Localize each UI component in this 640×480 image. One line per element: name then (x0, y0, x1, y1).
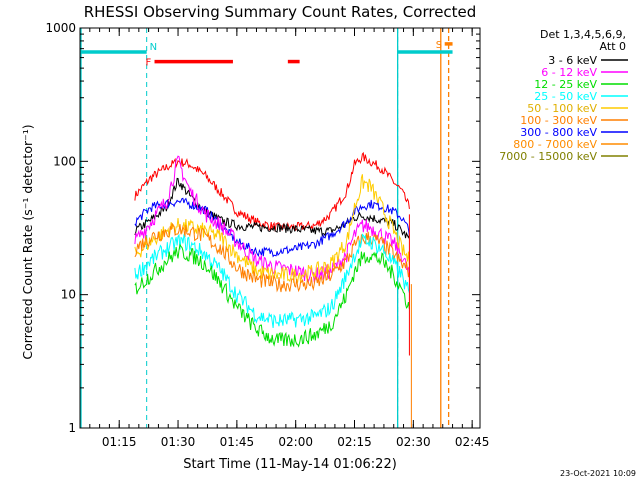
legend-entry-label-2: 12 - 25 keV (534, 78, 597, 91)
x-tick-label-4: 02:15 (337, 435, 372, 449)
x-axis-label: Start Time (11-May-14 01:06:22) (183, 457, 397, 472)
x-tick-label-2: 01:45 (220, 435, 255, 449)
flag-S-label: S (436, 40, 442, 51)
legend-entry-label-5: 100 - 300 keV (520, 114, 597, 127)
flag-N-label: N (150, 42, 157, 53)
series-line-5 (134, 223, 410, 293)
y-axis-label: Corrected Count Rate (s⁻¹ detector⁻¹) (20, 124, 35, 359)
series-line-1 (134, 177, 410, 239)
legend-entry-label-4: 50 - 100 keV (527, 102, 597, 115)
x-tick-label-5: 02:30 (396, 435, 431, 449)
legend-header-line-0: Det 1,3,4,5,6,9, (540, 28, 626, 41)
series-group (134, 151, 412, 428)
y-tick-label-0: 1 (68, 421, 76, 435)
x-tick-label-1: 01:30 (161, 435, 196, 449)
legend-entry-label-1: 6 - 12 keV (541, 66, 597, 79)
legend-header-line-1: Att 0 (600, 40, 626, 53)
y-tick-label-2: 100 (53, 154, 76, 168)
corner-stamp: 23-Oct-2021 10:09 (560, 469, 636, 478)
plot-area: FN S (80, 28, 453, 428)
legend-entry-label-0: 3 - 6 keV (548, 54, 597, 67)
x-tick-label-6: 02:45 (455, 435, 490, 449)
series-line-6 (134, 233, 410, 328)
legend-entry-label-7: 800 - 7000 keV (513, 138, 597, 151)
x-tick-label-3: 02:00 (278, 435, 313, 449)
series-line-2 (134, 197, 410, 258)
chart-title: RHESSI Observing Summary Count Rates, Co… (84, 3, 477, 21)
plot-frame (79, 27, 481, 429)
flag-F-label: F (146, 58, 152, 69)
legend-entry-label-8: 7000 - 15000 keV (499, 150, 597, 163)
legend-entry-label-6: 300 - 800 keV (520, 126, 597, 139)
series-line-7 (134, 243, 410, 348)
y-tick-label-1: 10 (61, 288, 76, 302)
y-tick-label-3: 1000 (45, 21, 76, 35)
x-tick-label-0: 01:15 (102, 435, 137, 449)
axes: 1 10 100 1000 01:15 01:30 01:45 02:00 02:15 02:30… (45, 21, 489, 449)
legend-entry-label-3: 25 - 50 keV (534, 90, 597, 103)
